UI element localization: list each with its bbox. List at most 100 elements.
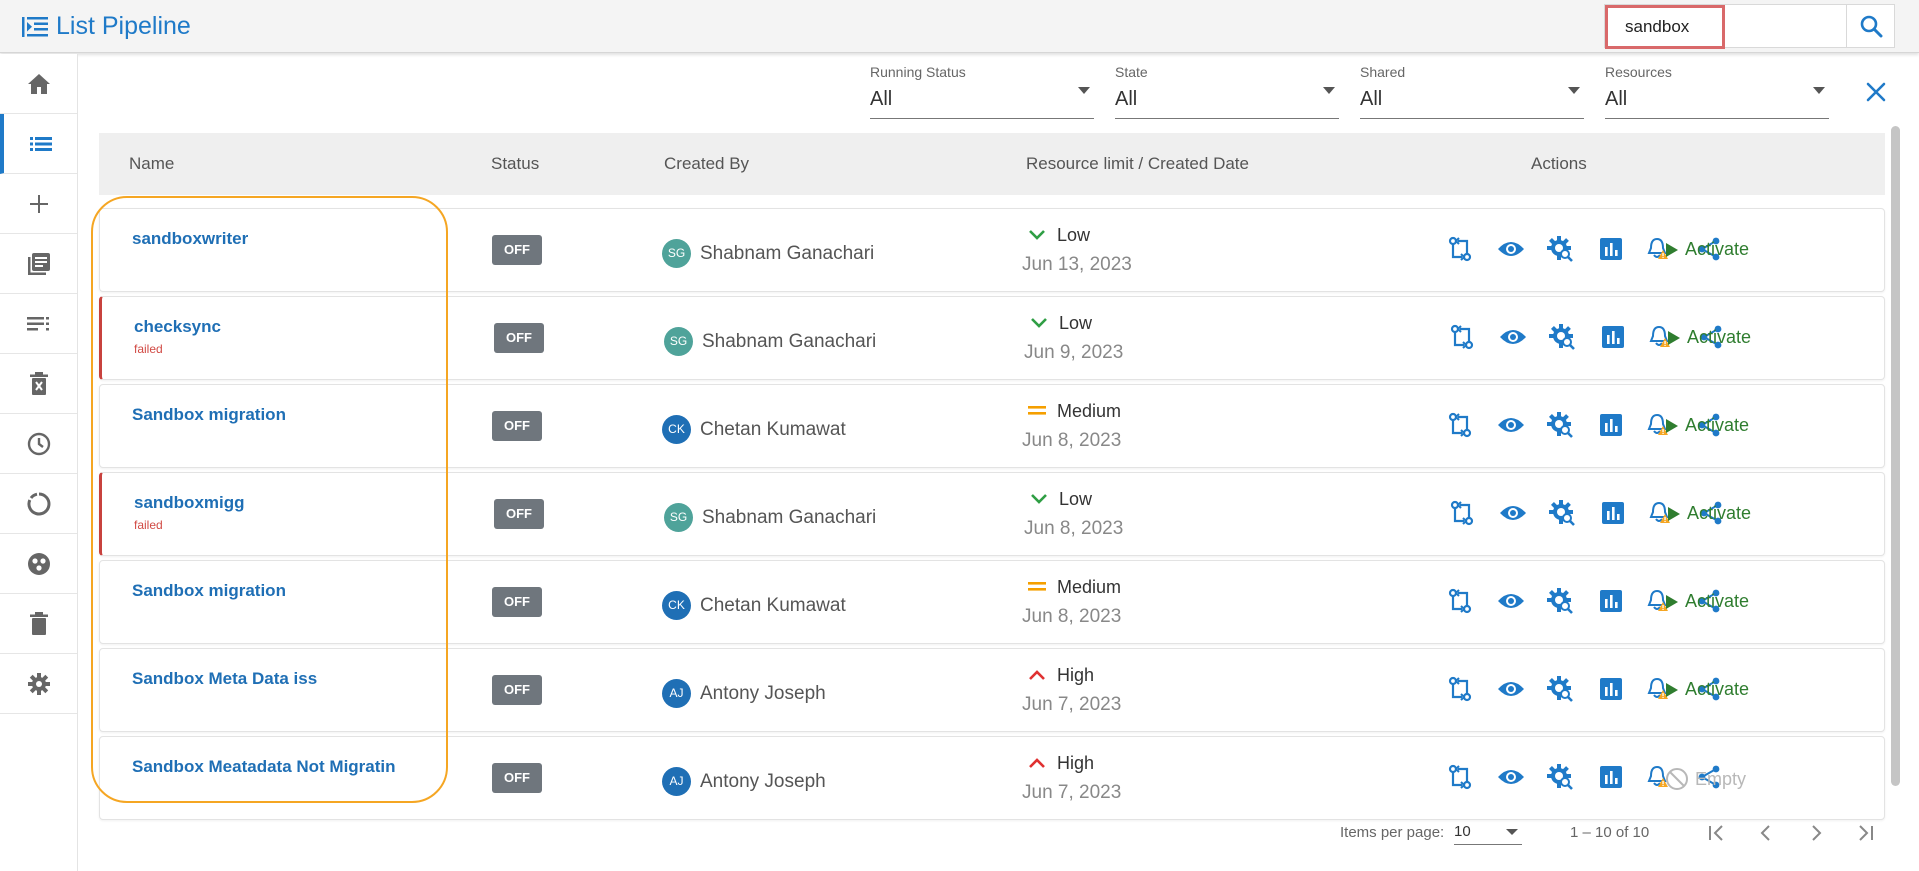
version-button[interactable]: [1448, 324, 1476, 353]
created-date: Jun 8, 2023: [1022, 606, 1122, 627]
configure-button[interactable]: [1546, 675, 1574, 705]
created-by: Chetan Kumawat: [700, 595, 846, 616]
pipeline-name-link[interactable]: Sandbox Meatadata Not Migratin: [132, 757, 396, 776]
view-button[interactable]: [1497, 677, 1525, 705]
view-button[interactable]: [1497, 589, 1525, 617]
alert-button[interactable]: [1645, 677, 1673, 705]
sidebar-item-cleanup[interactable]: [0, 354, 77, 414]
next-page-button[interactable]: [1801, 818, 1831, 848]
filter-value: All: [1115, 88, 1138, 110]
pipeline-name-link[interactable]: sandboxwriter: [132, 229, 249, 248]
menu-indent-icon[interactable]: [22, 15, 48, 39]
last-page-button[interactable]: [1851, 818, 1881, 848]
alert-button[interactable]: [1645, 765, 1673, 793]
version-button[interactable]: [1446, 412, 1474, 441]
configure-button[interactable]: [1546, 763, 1574, 793]
alert-button[interactable]: [1645, 589, 1673, 617]
pipeline-name-link[interactable]: sandboxmigg: [134, 493, 245, 512]
configure-button[interactable]: [1546, 587, 1574, 617]
alert-button[interactable]: [1645, 413, 1673, 441]
view-button[interactable]: [1499, 501, 1527, 529]
share-button[interactable]: [1697, 501, 1725, 529]
configure-button[interactable]: [1548, 499, 1576, 529]
pipeline-name-link[interactable]: checksync: [134, 317, 221, 336]
view-button[interactable]: [1497, 413, 1525, 441]
search-input[interactable]: [1605, 5, 1725, 49]
sidebar-item-progress[interactable]: [0, 474, 77, 534]
status-toggle[interactable]: OFF: [494, 323, 544, 353]
resource-limit: High: [1057, 753, 1095, 773]
activate-button[interactable]: Activate: [1667, 327, 1751, 348]
sidebar-item-settings[interactable]: [0, 654, 77, 714]
close-icon[interactable]: [1864, 80, 1888, 104]
sidebar-item-list[interactable]: [0, 114, 77, 174]
view-button[interactable]: [1497, 765, 1525, 793]
alert-button[interactable]: [1647, 325, 1675, 353]
share-button[interactable]: [1695, 677, 1723, 705]
activate-button[interactable]: Activate: [1665, 591, 1749, 612]
configure-button[interactable]: [1546, 411, 1574, 441]
eye-icon: [1499, 503, 1527, 528]
version-button[interactable]: [1446, 588, 1474, 617]
bar-chart-icon: [1599, 765, 1623, 794]
activate-button[interactable]: Activate: [1665, 415, 1749, 436]
sidebar-item-trash[interactable]: [0, 594, 77, 654]
share-button[interactable]: [1695, 413, 1723, 441]
filter-resources[interactable]: Resources All: [1605, 64, 1829, 119]
status-toggle[interactable]: OFF: [492, 587, 542, 617]
configure-button[interactable]: [1548, 323, 1576, 353]
share-icon: [1697, 589, 1721, 618]
view-button[interactable]: [1499, 325, 1527, 353]
priority-low-icon: [1027, 228, 1047, 242]
sidebar-item-groups[interactable]: [0, 534, 77, 594]
activate-button[interactable]: Activate: [1665, 679, 1749, 700]
sidebar-item-library[interactable]: [0, 234, 77, 294]
view-button[interactable]: [1497, 237, 1525, 265]
configure-button[interactable]: [1546, 235, 1574, 265]
previous-page-button[interactable]: [1751, 818, 1781, 848]
sidebar-item-home[interactable]: [0, 54, 77, 114]
scrollbar[interactable]: [1891, 126, 1900, 786]
monitor-button[interactable]: [1597, 237, 1625, 265]
status-toggle[interactable]: OFF: [492, 235, 542, 265]
caret-down-icon: [1568, 87, 1580, 94]
filter-running-status[interactable]: Running Status All: [870, 64, 1094, 119]
alert-button[interactable]: [1647, 501, 1675, 529]
pipeline-name-link[interactable]: Sandbox Meta Data iss: [132, 669, 318, 688]
version-button[interactable]: [1446, 236, 1474, 265]
monitor-button[interactable]: [1599, 501, 1627, 529]
share-button[interactable]: [1697, 325, 1725, 353]
monitor-button[interactable]: [1597, 413, 1625, 441]
monitor-button[interactable]: [1597, 677, 1625, 705]
search-button[interactable]: [1847, 4, 1895, 48]
sidebar-item-history[interactable]: [0, 414, 77, 474]
status-toggle[interactable]: OFF: [494, 499, 544, 529]
monitor-button[interactable]: [1597, 589, 1625, 617]
status-toggle[interactable]: OFF: [492, 763, 542, 793]
version-button[interactable]: [1446, 764, 1474, 793]
activate-button[interactable]: Activate: [1665, 239, 1749, 260]
clock-icon: [27, 432, 50, 455]
share-button[interactable]: [1695, 765, 1723, 793]
monitor-button[interactable]: [1597, 765, 1625, 793]
filter-shared[interactable]: Shared All: [1360, 64, 1584, 119]
status-toggle[interactable]: OFF: [492, 411, 542, 441]
first-page-button[interactable]: [1701, 818, 1731, 848]
items-per-page-select[interactable]: 10: [1454, 819, 1522, 845]
share-icon: [1699, 501, 1723, 530]
version-button[interactable]: [1448, 500, 1476, 529]
pipeline-name-link[interactable]: Sandbox migration: [132, 581, 286, 600]
sidebar-item-create[interactable]: [0, 174, 77, 234]
alert-button[interactable]: [1645, 237, 1673, 265]
bar-chart-icon: [1599, 237, 1623, 266]
filter-state[interactable]: State All: [1115, 64, 1339, 119]
share-button[interactable]: [1695, 589, 1723, 617]
activate-button[interactable]: Activate: [1667, 503, 1751, 524]
version-button[interactable]: [1446, 676, 1474, 705]
status-toggle[interactable]: OFF: [492, 675, 542, 705]
pipeline-name-link[interactable]: Sandbox migration: [132, 405, 286, 424]
share-icon: [1697, 765, 1721, 794]
monitor-button[interactable]: [1599, 325, 1627, 353]
share-button[interactable]: [1695, 237, 1723, 265]
sidebar-item-queue[interactable]: [0, 294, 77, 354]
